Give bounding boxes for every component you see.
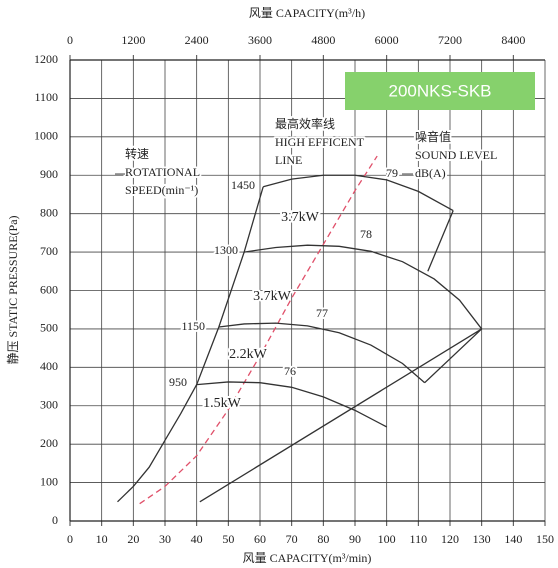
x-tick-label: 20: [127, 532, 139, 546]
speed-curve: [218, 322, 426, 384]
x-tick-label: 10: [96, 532, 108, 546]
y-tick-label: 1200: [34, 52, 58, 66]
x-axis-title: 风量 CAPACITY(m³/min): [243, 551, 372, 565]
x-tick-label: 130: [473, 532, 491, 546]
power-label: 3.7kW: [253, 289, 292, 304]
x-tick-label: 120: [441, 532, 459, 546]
y-tick-label: 300: [40, 398, 58, 412]
y-tick-label: 700: [40, 244, 58, 258]
x-tick-label: 90: [349, 532, 361, 546]
x-tick-label: 0: [67, 532, 73, 546]
x2-tick-label: 2400: [185, 33, 209, 47]
speed-curve: [262, 174, 454, 212]
x-tick-label: 100: [378, 532, 396, 546]
sound-label: 79: [386, 166, 398, 180]
limit-line: [117, 186, 264, 503]
y-tick-label: 500: [40, 321, 58, 335]
model-badge: [345, 72, 535, 110]
y-tick-label: 1000: [34, 129, 58, 143]
efficiency-note: HIGH EFFICENT: [275, 135, 365, 149]
power-label: 3.7kW: [281, 210, 320, 225]
sound-note: 噪音值: [415, 129, 451, 144]
efficiency-line: [139, 155, 378, 505]
x2-tick-label: 3600: [248, 33, 272, 47]
y-tick-label: 800: [40, 205, 58, 219]
speed-note: SPEED(min⁻¹): [125, 183, 198, 197]
x2-tick-label: 4800: [311, 33, 335, 47]
y-tick-label: 600: [40, 282, 58, 296]
speed-curve: [196, 381, 387, 428]
sound-label: 77: [316, 306, 328, 320]
speed-curve: [244, 244, 483, 330]
x2-tick-label: 8400: [501, 33, 525, 47]
x-tick-label: 40: [191, 532, 203, 546]
power-label: 1.5kW: [203, 396, 242, 411]
x2-axis-title: 风量 CAPACITY(m³/h): [249, 6, 365, 20]
y-tick-label: 900: [40, 167, 58, 181]
speed-label: 1150: [181, 319, 205, 333]
sound-note: dB(A): [415, 166, 446, 180]
x-tick-label: 60: [254, 532, 266, 546]
speed-note: 转速: [125, 146, 149, 161]
speed-label: 1300: [214, 243, 238, 257]
speed-note: ROTATIONAL: [125, 165, 200, 179]
limit-line: [199, 328, 483, 503]
y-tick-label: 200: [40, 436, 58, 450]
y-axis-title: 静压 STATIC PRESSURE(Pa): [6, 215, 20, 364]
y-tick-label: 1100: [34, 90, 58, 104]
power-label: 2.2kW: [229, 347, 268, 362]
efficiency-note: LINE: [275, 153, 302, 167]
x-tick-label: 80: [317, 532, 329, 546]
x-tick-label: 70: [286, 532, 298, 546]
y-tick-label: 0: [52, 513, 58, 527]
speed-label: 950: [169, 375, 187, 389]
x2-tick-label: 7200: [438, 33, 462, 47]
y-tick-label: 400: [40, 359, 58, 373]
model-label: 200NKS-SKB: [389, 81, 492, 100]
x-tick-label: 150: [536, 532, 554, 546]
y-tick-label: 100: [40, 474, 58, 488]
x-tick-label: 110: [410, 532, 428, 546]
efficiency-note: 最高效率线: [275, 116, 335, 131]
sound-label: 78: [360, 227, 372, 241]
x-tick-label: 140: [504, 532, 522, 546]
speed-label: 1450: [231, 178, 255, 192]
x2-tick-label: 0: [67, 33, 73, 47]
x-tick-label: 30: [159, 532, 171, 546]
x-tick-label: 50: [222, 532, 234, 546]
sound-label: 76: [284, 364, 296, 378]
x2-tick-label: 1200: [121, 33, 145, 47]
sound-note: SOUND LEVEL: [415, 148, 497, 162]
x2-tick-label: 6000: [375, 33, 399, 47]
limit-line: [427, 210, 454, 272]
